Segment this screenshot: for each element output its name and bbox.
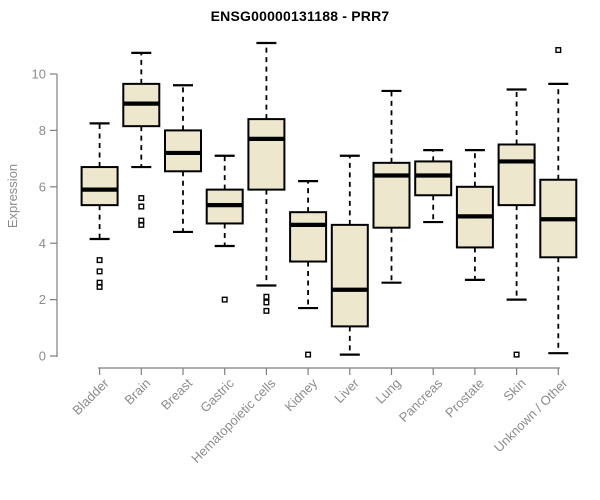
outlier-marker-kidney xyxy=(305,351,312,358)
box-pancreas xyxy=(414,160,453,197)
outlier-marker-unknown-other xyxy=(555,47,562,54)
x-tick-label-prostate: Prostate xyxy=(442,376,487,421)
x-tick-label-liver: Liver xyxy=(331,375,362,406)
outlier-marker-bladder xyxy=(96,257,103,264)
x-tick-label-gastric: Gastric xyxy=(197,375,237,415)
outlier-marker-hematopoietic-cells xyxy=(263,307,270,314)
y-tick-label: 6 xyxy=(39,179,46,194)
y-tick-label: 0 xyxy=(39,349,46,364)
x-tick-label-bladder: Bladder xyxy=(69,375,112,418)
x-tick-label-lung: Lung xyxy=(373,376,404,407)
outlier-marker-brain xyxy=(138,203,145,210)
box-lung xyxy=(372,161,411,229)
x-tick-label-skin: Skin xyxy=(500,376,528,404)
outlier-marker-hematopoietic-cells xyxy=(263,299,270,306)
x-tick-label-pancreas: Pancreas xyxy=(396,375,446,425)
x-tick-label-breast: Breast xyxy=(158,375,195,412)
outlier-marker-brain xyxy=(138,221,145,228)
box-hematopoietic-cells xyxy=(247,118,286,191)
box-breast xyxy=(164,129,202,173)
outlier-marker-skin xyxy=(513,351,520,358)
outlier-marker-bladder xyxy=(96,283,103,290)
y-tick-label: 10 xyxy=(32,67,46,82)
y-tick-label: 2 xyxy=(39,292,46,307)
x-tick-label-kidney: Kidney xyxy=(282,375,321,414)
chart-title: ENSG00000131188 - PRR7 xyxy=(210,8,390,24)
outlier-marker-gastric xyxy=(221,296,228,303)
outlier-marker-bladder xyxy=(96,268,103,275)
x-tick-label-brain: Brain xyxy=(121,376,153,408)
outlier-marker-brain xyxy=(138,195,145,202)
box-bladder xyxy=(80,166,119,207)
outlier-marker-hematopoietic-cells xyxy=(263,293,270,300)
y-tick-label: 8 xyxy=(39,123,46,138)
x-tick-label-unknown-other: Unknown / Other xyxy=(491,375,571,455)
box-kidney xyxy=(289,211,328,263)
box-skin xyxy=(497,143,536,207)
y-tick-label: 4 xyxy=(39,236,46,251)
box-liver xyxy=(330,223,369,328)
